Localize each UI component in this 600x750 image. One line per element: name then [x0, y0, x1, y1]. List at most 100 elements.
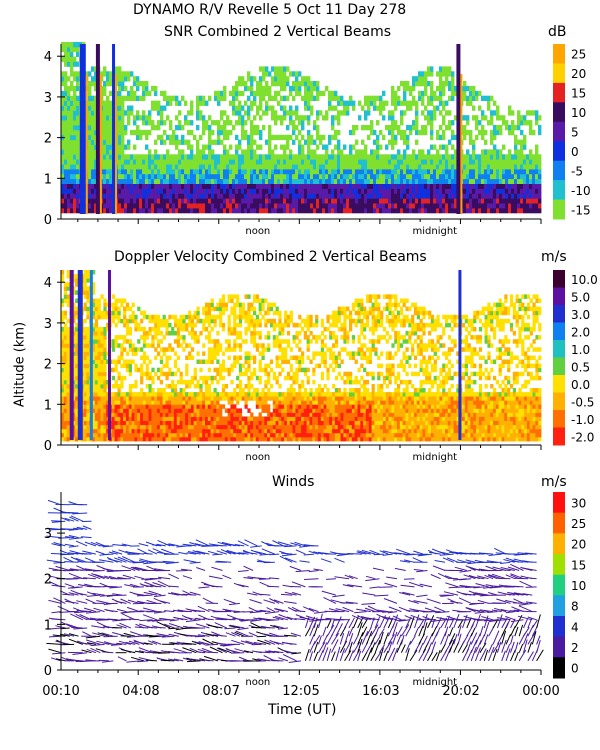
- doppler-cell: [75, 416, 79, 421]
- snr-cell: [67, 173, 71, 180]
- snr-cell: [442, 178, 446, 184]
- doppler-cell: [165, 347, 169, 352]
- snr-cell: [118, 115, 122, 121]
- doppler-cell: [92, 270, 96, 275]
- snr-cell: [163, 139, 167, 145]
- snr-cell: [121, 129, 125, 136]
- snr-cell: [358, 100, 362, 106]
- snr-cell: [61, 129, 65, 136]
- doppler-cell: [75, 347, 79, 352]
- snr-cell: [238, 164, 242, 170]
- snr-cell: [283, 188, 287, 194]
- snr-cell: [343, 168, 347, 175]
- snr-cell: [448, 110, 452, 116]
- snr-cell: [406, 134, 410, 141]
- snr-cell: [448, 85, 452, 92]
- snr-cell: [163, 173, 167, 180]
- doppler-cell: [196, 379, 200, 385]
- doppler-cell: [233, 432, 237, 438]
- doppler-cell: [140, 363, 144, 369]
- snr-cell: [148, 168, 152, 175]
- doppler-cell: [236, 420, 240, 426]
- snr-cell: [514, 208, 518, 214]
- doppler-cell: [86, 351, 90, 356]
- snr-cell: [508, 203, 512, 209]
- snr-cell: [427, 100, 431, 106]
- snr-cell: [262, 173, 266, 180]
- doppler-cell: [233, 412, 237, 417]
- doppler-cell: [247, 424, 251, 430]
- snr-cell: [76, 95, 80, 101]
- snr-cell: [226, 129, 230, 136]
- snr-cell: [484, 173, 488, 180]
- snr-cell: [160, 188, 164, 194]
- snr-cell: [403, 129, 407, 136]
- snr-cell: [397, 125, 401, 131]
- snr-cell: [211, 129, 215, 136]
- doppler-cell: [145, 363, 149, 369]
- snr-cell: [250, 183, 254, 189]
- snr-cell: [424, 164, 428, 170]
- snr-cell: [304, 115, 308, 121]
- doppler-cell: [190, 379, 195, 385]
- snr-cell: [469, 183, 473, 189]
- doppler-cell: [83, 400, 87, 405]
- snr-cell: [427, 188, 431, 194]
- snr-cell: [250, 154, 254, 160]
- snr-cell: [466, 203, 470, 209]
- snr-cell: [376, 144, 380, 150]
- snr-cell: [118, 95, 122, 101]
- doppler-cell: [92, 359, 96, 364]
- snr-cell: [94, 139, 98, 145]
- snr-cell: [493, 129, 497, 136]
- doppler-cell: [207, 384, 211, 389]
- snr-cell: [223, 193, 227, 199]
- snr-cell: [76, 198, 80, 204]
- snr-cell: [337, 100, 341, 106]
- snr-cell: [514, 203, 518, 209]
- doppler-cell: [128, 318, 132, 324]
- snr-cell: [424, 188, 428, 194]
- snr-cell: [415, 100, 419, 106]
- doppler-cell: [140, 416, 144, 421]
- snr-cell: [286, 203, 290, 209]
- snr-cell: [73, 85, 77, 92]
- doppler-cell: [123, 314, 127, 320]
- snr-cell: [259, 90, 263, 97]
- snr-cell: [91, 120, 95, 126]
- doppler-cell: [241, 416, 245, 421]
- snr-cell: [184, 173, 188, 180]
- snr-cell: [421, 100, 425, 106]
- doppler-cell: [154, 314, 158, 320]
- doppler-cell: [176, 428, 180, 434]
- snr-cell: [499, 164, 503, 170]
- doppler-cell: [66, 359, 70, 364]
- doppler-cell: [92, 351, 96, 356]
- snr-cell: [184, 164, 188, 170]
- snr-cell: [169, 164, 173, 170]
- doppler-cell: [176, 355, 180, 360]
- doppler-cell: [230, 331, 234, 336]
- doppler-cell: [241, 314, 245, 320]
- snr-cell: [103, 149, 107, 155]
- snr-cell: [142, 115, 146, 121]
- snr-cell: [469, 100, 473, 106]
- snr-cell: [481, 183, 485, 189]
- snr-cell: [445, 100, 449, 106]
- doppler-cell: [188, 428, 192, 434]
- doppler-cell: [247, 420, 251, 426]
- snr-cell: [166, 198, 170, 204]
- doppler-cell: [111, 424, 115, 430]
- doppler-cell: [145, 335, 149, 340]
- snr-cell: [64, 51, 68, 57]
- snr-cell: [223, 154, 227, 160]
- doppler-cell: [97, 396, 101, 401]
- snr-cell: [220, 208, 224, 214]
- snr-cell: [310, 154, 314, 160]
- snr-cell: [262, 188, 266, 194]
- doppler-cell: [154, 322, 158, 328]
- doppler-cell: [151, 428, 155, 434]
- snr-cell: [277, 115, 281, 121]
- snr-cell: [484, 198, 488, 204]
- snr-cell: [67, 208, 71, 214]
